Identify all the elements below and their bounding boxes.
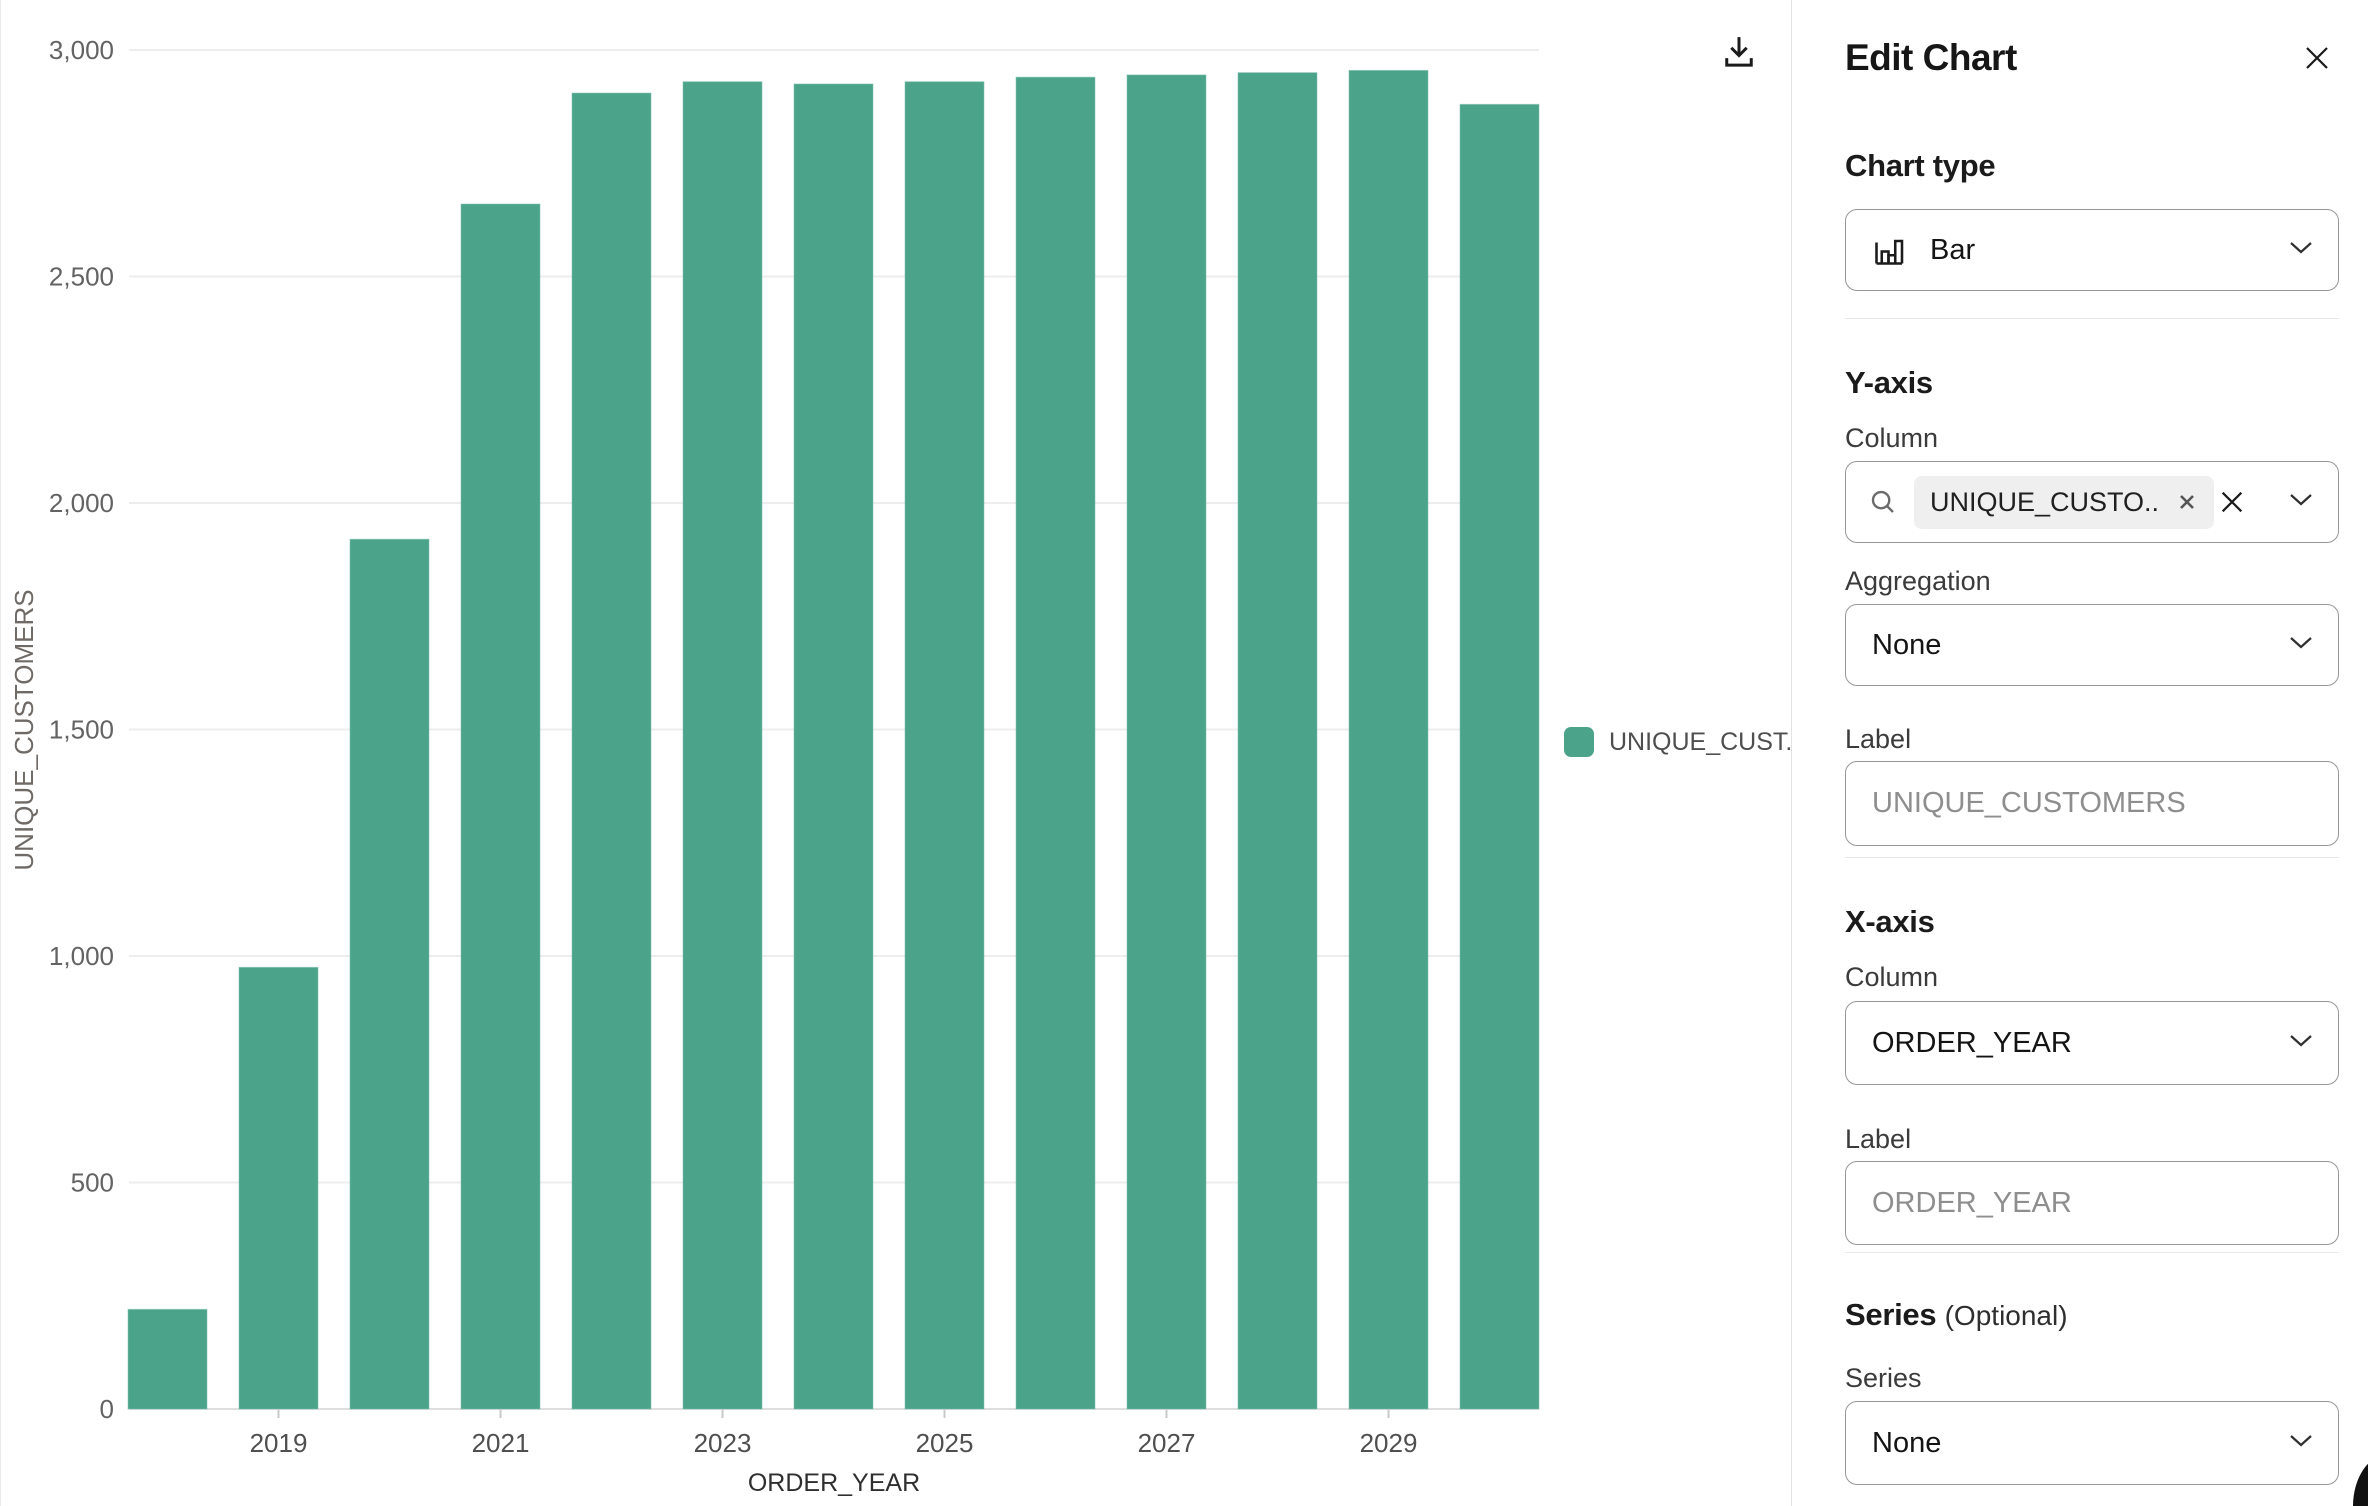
x-tick-label-2025: 2025 — [916, 1428, 974, 1458]
x-axis-heading: X-axis — [1845, 904, 1935, 939]
download-chart-button[interactable] — [1709, 22, 1769, 82]
y-tick-label-0: 0 — [100, 1394, 114, 1424]
chevron-down-icon — [2288, 1033, 2314, 1054]
legend-label: UNIQUE_CUST... — [1609, 727, 1807, 756]
series-heading-optional: (Optional) — [1944, 1300, 2068, 1331]
x-axis-label-input[interactable] — [1846, 1162, 2338, 1244]
selected-column-pill[interactable]: UNIQUE_CUSTO... — [1914, 475, 2214, 529]
x-tick-label-2029: 2029 — [1360, 1428, 1418, 1458]
bar-2021[interactable] — [460, 203, 541, 1410]
y-axis-column-label: Column — [1845, 423, 1939, 453]
bar-2030[interactable] — [1459, 103, 1540, 1410]
bar-2024[interactable] — [793, 83, 874, 1410]
chevron-down-icon — [2288, 240, 2314, 261]
download-icon — [1725, 37, 1753, 67]
clear-selection-button[interactable] — [2214, 484, 2250, 520]
x-axis-column-label: Column — [1845, 962, 1939, 992]
y-axis-label-field — [1845, 761, 2339, 846]
bar-2028[interactable] — [1237, 72, 1318, 1410]
search-icon — [1868, 487, 1898, 517]
aggregation-select[interactable]: None — [1845, 604, 2339, 686]
legend-swatch — [1564, 727, 1594, 757]
y-tick-label-2500: 2,500 — [49, 262, 114, 292]
y-tick-label-3000: 3,000 — [49, 35, 114, 65]
panel-title: Edit Chart — [1845, 37, 2017, 78]
x-tick-label-2019: 2019 — [250, 1428, 308, 1458]
x-axis-label-label: Label — [1845, 1124, 1912, 1154]
bar-2018[interactable] — [127, 1308, 208, 1410]
panel-header: Edit Chart — [1845, 36, 2339, 80]
clear-x-icon — [2221, 491, 2243, 513]
bar-2022[interactable] — [571, 92, 652, 1410]
series-value: None — [1872, 1426, 1942, 1459]
x-tick-label-2027: 2027 — [1138, 1428, 1196, 1458]
chart-type-select[interactable]: Bar — [1845, 209, 2339, 291]
section-divider — [1845, 1252, 2339, 1253]
aggregation-value: None — [1872, 628, 1942, 661]
bar-2029[interactable] — [1348, 69, 1429, 1410]
chevron-down-icon — [2288, 1433, 2314, 1454]
section-divider — [1845, 318, 2339, 319]
close-panel-button[interactable] — [2295, 36, 2339, 80]
x-axis-title: ORDER_YEAR — [748, 1469, 920, 1497]
edit-chart-panel: Edit Chart Chart type Bar — [1791, 0, 2368, 1506]
y-tick-label-500: 500 — [71, 1168, 114, 1198]
series-select[interactable]: None — [1845, 1401, 2339, 1485]
x-tick-label-2021: 2021 — [472, 1428, 530, 1458]
x-axis-column-value: ORDER_YEAR — [1872, 1026, 2072, 1059]
y-axis-label-label: Label — [1845, 724, 1912, 754]
x-axis-column-select[interactable]: ORDER_YEAR — [1845, 1001, 2339, 1085]
series-heading: Series (Optional) — [1845, 1295, 2339, 1336]
bar-chart: 0 500 1,000 1,500 2,000 2,500 3,000 2019 2021 202… — [9, 35, 1540, 1497]
bar-2026[interactable] — [1015, 76, 1096, 1410]
bar-2020[interactable] — [349, 538, 430, 1410]
series-label: Series — [1845, 1363, 1922, 1393]
chart-type-value: Bar — [1930, 233, 1976, 266]
bar-2023[interactable] — [682, 81, 763, 1410]
y-axis-title: UNIQUE_CUSTOMERS — [9, 589, 39, 870]
chevron-down-icon — [2288, 635, 2314, 656]
series-heading-text: Series — [1845, 1297, 1937, 1332]
bar-2025[interactable] — [904, 81, 985, 1410]
close-icon — [2306, 47, 2328, 69]
y-axis-heading: Y-axis — [1845, 365, 1933, 400]
y-tick-label-2000: 2,000 — [49, 488, 114, 518]
aggregation-label: Aggregation — [1845, 566, 1991, 596]
chart-cell: 0 500 1,000 1,500 2,000 2,500 3,000 2019 2021 202… — [1, 0, 1806, 1506]
bar-2019[interactable] — [238, 966, 319, 1410]
small-x-icon — [2180, 495, 2194, 509]
bar-chart-icon — [1872, 232, 1908, 268]
y-tick-label-1000: 1,000 — [49, 941, 114, 971]
y-axis-column-select[interactable]: UNIQUE_CUSTO... — [1845, 461, 2339, 543]
x-axis-label-field — [1845, 1161, 2339, 1245]
y-axis-label-input[interactable] — [1846, 762, 2338, 845]
chart-legend: UNIQUE_CUST... — [1564, 727, 1806, 757]
remove-column-pill-button[interactable] — [2176, 491, 2198, 513]
bar-2027[interactable] — [1126, 74, 1207, 1410]
chevron-down-icon — [2288, 492, 2314, 513]
corner-cursor-blob — [2353, 1454, 2368, 1506]
x-tick-label-2023: 2023 — [694, 1428, 752, 1458]
y-tick-label-1500: 1,500 — [49, 715, 114, 745]
chart-type-heading: Chart type — [1845, 148, 1996, 183]
selected-column-pill-label: UNIQUE_CUSTO... — [1930, 486, 2160, 517]
section-divider — [1845, 857, 2339, 858]
